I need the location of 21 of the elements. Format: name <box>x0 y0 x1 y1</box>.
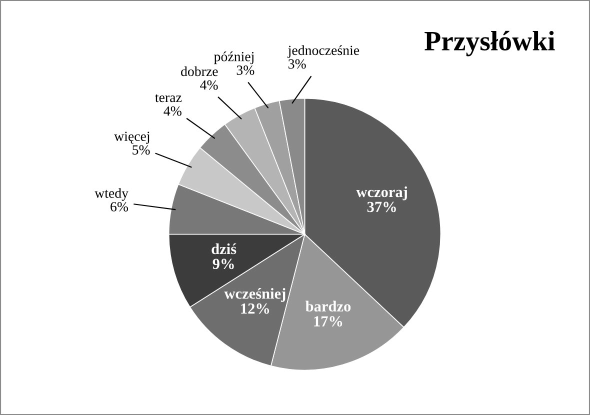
slice-label: teraz <box>155 94 182 102</box>
data-label: 5% <box>132 145 150 155</box>
data-label: 3% <box>236 65 254 75</box>
slice-label: wtedy <box>94 188 128 201</box>
data-label: 4% <box>200 80 218 90</box>
slice-label: dziś <box>212 243 236 254</box>
data-label: 37% <box>367 202 396 212</box>
data-label: 4% <box>164 106 182 116</box>
slice-label: jednocześnie <box>287 45 360 58</box>
data-label: 6% <box>110 202 128 212</box>
slice-label: wcześniej <box>224 288 286 302</box>
slice-label: dobrze <box>181 66 218 76</box>
slice-label: wczoraj <box>356 186 407 200</box>
slice-label: później <box>214 52 254 64</box>
data-label: 9% <box>212 258 234 270</box>
slice-label: bardzo <box>306 300 351 312</box>
data-label: 17% <box>314 316 342 327</box>
data-label: 12% <box>241 303 270 314</box>
slice-label: więcej <box>114 132 150 144</box>
data-label: 3% <box>288 59 306 69</box>
chart-title: Przysłówki <box>424 30 555 56</box>
